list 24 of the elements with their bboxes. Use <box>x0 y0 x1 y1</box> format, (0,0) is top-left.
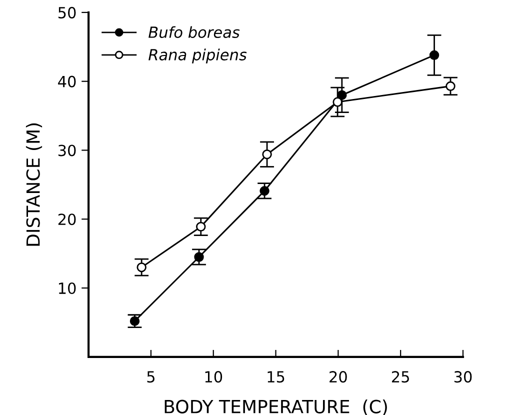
point <box>260 186 270 196</box>
legend-label: Bufo boreas <box>148 26 240 38</box>
point <box>332 97 342 107</box>
x-tick-label: 15 <box>268 371 284 383</box>
y-tick-label: 30 <box>58 144 76 156</box>
point <box>337 90 347 100</box>
point <box>196 222 206 232</box>
point <box>262 150 272 160</box>
legend-label: Rana pipiens <box>148 48 247 64</box>
point <box>194 252 204 262</box>
point <box>136 262 146 272</box>
y-tick-label: 50 <box>58 6 76 18</box>
x-tick-label: 25 <box>392 371 409 383</box>
x-tick-label: 10 <box>205 371 222 383</box>
point <box>446 81 456 92</box>
x-tick-label: 30 <box>454 371 472 383</box>
point <box>429 50 440 60</box>
x-tick-label: 20 <box>330 371 347 383</box>
x-tick-label: 5 <box>147 371 154 383</box>
y-tick-label: 20 <box>58 214 76 226</box>
point <box>130 316 140 326</box>
y-axis-title: DISTANCE (M) <box>26 123 42 246</box>
y-tick-label: 10 <box>58 282 76 294</box>
y-tick-label: 40 <box>58 76 76 88</box>
